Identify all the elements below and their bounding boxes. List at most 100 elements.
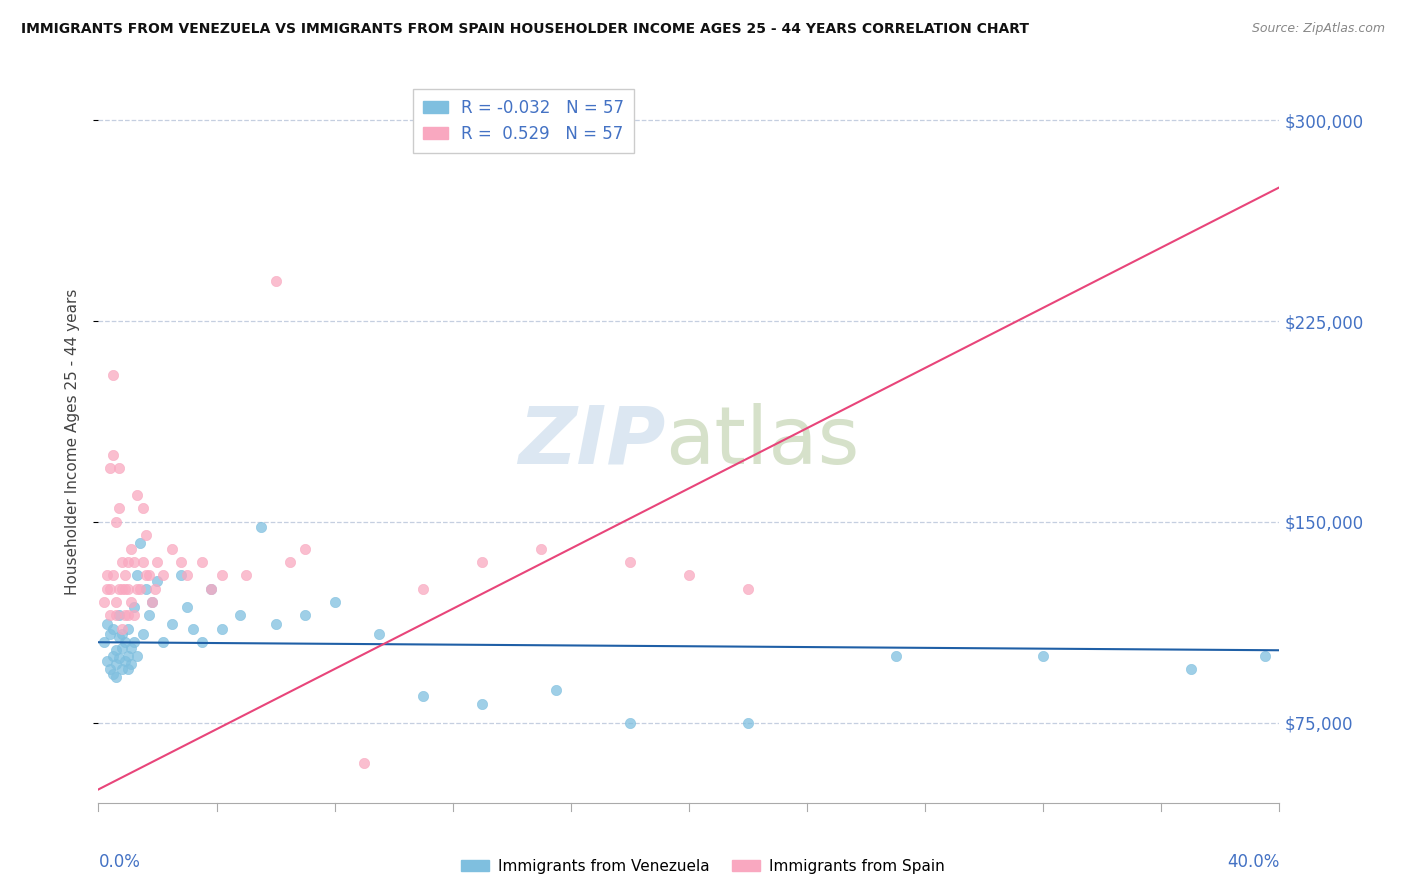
Point: [108, 651, 131, 665]
Point: [103, 622, 125, 636]
Text: atlas: atlas: [665, 402, 859, 481]
Point: [135, 582, 157, 596]
Point: [191, 635, 214, 649]
Point: [122, 608, 145, 623]
Point: [280, 555, 302, 569]
Point: [619, 555, 641, 569]
Text: IMMIGRANTS FROM VENEZUELA VS IMMIGRANTS FROM SPAIN HOUSEHOLDER INCOME AGES 25 - : IMMIGRANTS FROM VENEZUELA VS IMMIGRANTS …: [21, 22, 1029, 37]
Point: [108, 461, 131, 475]
Point: [120, 657, 142, 671]
Point: [191, 555, 214, 569]
Point: [1254, 648, 1277, 663]
Point: [117, 582, 139, 596]
Point: [108, 630, 131, 644]
Text: 0.0%: 0.0%: [98, 854, 141, 871]
Point: [264, 616, 287, 631]
Point: [412, 689, 434, 703]
Point: [546, 683, 568, 698]
Point: [114, 654, 136, 668]
Point: [111, 582, 134, 596]
Point: [117, 648, 139, 663]
Legend: Immigrants from Venezuela, Immigrants from Spain: Immigrants from Venezuela, Immigrants fr…: [456, 853, 950, 880]
Point: [141, 595, 163, 609]
Point: [138, 568, 160, 582]
Point: [111, 640, 134, 655]
Point: [108, 501, 131, 516]
Point: [105, 643, 128, 657]
Point: [122, 600, 145, 615]
Point: [250, 520, 273, 534]
Point: [108, 608, 131, 623]
Point: [105, 670, 128, 684]
Point: [125, 648, 148, 663]
Point: [471, 555, 494, 569]
Point: [117, 555, 139, 569]
Point: [98, 582, 121, 596]
Point: [114, 582, 136, 596]
Point: [737, 582, 759, 596]
Legend: R = -0.032   N = 57, R =  0.529   N = 57: R = -0.032 N = 57, R = 0.529 N = 57: [413, 88, 634, 153]
Point: [120, 595, 142, 609]
Text: 40.0%: 40.0%: [1227, 854, 1279, 871]
Point: [162, 541, 183, 556]
Point: [105, 608, 128, 623]
Point: [120, 541, 142, 556]
Point: [122, 555, 145, 569]
Point: [181, 622, 204, 636]
Point: [135, 528, 157, 542]
Point: [264, 274, 287, 288]
Point: [294, 541, 316, 556]
Point: [103, 667, 125, 681]
Point: [117, 662, 139, 676]
Point: [678, 568, 700, 582]
Point: [152, 568, 174, 582]
Point: [125, 582, 148, 596]
Point: [530, 541, 553, 556]
Point: [294, 608, 316, 623]
Point: [125, 488, 148, 502]
Point: [98, 608, 121, 623]
Point: [96, 654, 118, 668]
Point: [132, 555, 155, 569]
Point: [132, 501, 155, 516]
Point: [114, 568, 136, 582]
Point: [122, 635, 145, 649]
Point: [96, 616, 118, 631]
Point: [235, 568, 257, 582]
Point: [353, 756, 375, 770]
Point: [152, 635, 174, 649]
Point: [103, 448, 125, 462]
Point: [170, 555, 193, 569]
Point: [114, 635, 136, 649]
Point: [93, 635, 115, 649]
Point: [1180, 662, 1202, 676]
Point: [176, 568, 198, 582]
Point: [98, 461, 121, 475]
Point: [128, 536, 150, 550]
Point: [96, 568, 118, 582]
Point: [98, 627, 121, 641]
Point: [138, 608, 160, 623]
Point: [135, 568, 157, 582]
Point: [200, 582, 222, 596]
Point: [103, 568, 125, 582]
Point: [146, 555, 169, 569]
Point: [105, 657, 128, 671]
Point: [176, 600, 198, 615]
Text: Source: ZipAtlas.com: Source: ZipAtlas.com: [1251, 22, 1385, 36]
Point: [125, 568, 148, 582]
Point: [132, 627, 155, 641]
Point: [884, 648, 907, 663]
Point: [143, 582, 166, 596]
Point: [96, 582, 118, 596]
Point: [412, 582, 434, 596]
Point: [471, 697, 494, 711]
Point: [111, 555, 134, 569]
Point: [368, 627, 391, 641]
Point: [200, 582, 222, 596]
Point: [105, 595, 128, 609]
Point: [141, 595, 163, 609]
Point: [105, 515, 128, 529]
Text: ZIP: ZIP: [517, 402, 665, 481]
Point: [146, 574, 169, 588]
